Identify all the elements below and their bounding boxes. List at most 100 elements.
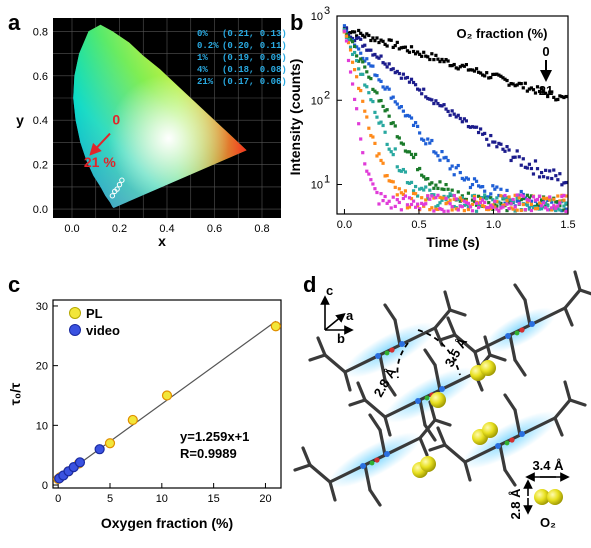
- decay-point: [418, 131, 422, 135]
- decay-point: [452, 197, 456, 201]
- cie-ytick: 0.4: [33, 115, 48, 127]
- decay-point: [523, 81, 527, 85]
- contact-dashed-1: [396, 342, 409, 379]
- decay-point: [481, 132, 485, 136]
- boron-atom: [384, 350, 390, 356]
- molecule-bond: [323, 353, 347, 374]
- cie-chart: 0.0 0.2 0.4 0.6 0.8 0.0 0.2 0.4 0.6 0.8 0 21 % 0%…: [16, 18, 287, 249]
- decay-point: [509, 200, 513, 204]
- decay-point: [405, 75, 410, 80]
- decay-point: [381, 123, 385, 128]
- decay-point: [491, 72, 495, 77]
- decay-point: [554, 208, 558, 212]
- boron-atom: [369, 460, 375, 466]
- decay-point: [403, 194, 408, 198]
- decay-point: [470, 182, 475, 187]
- decay-point: [365, 169, 369, 173]
- decay-point: [523, 207, 527, 212]
- decay-point: [348, 35, 353, 39]
- decay-point: [383, 174, 387, 178]
- cie-arrow-end-label: 21 %: [84, 154, 116, 170]
- decay-point: [562, 204, 566, 208]
- decay-point: [350, 40, 355, 44]
- decay-point: [434, 151, 438, 155]
- decay-point: [495, 72, 499, 76]
- decay-point: [383, 194, 387, 199]
- decay-point: [460, 176, 464, 181]
- decay-point: [501, 76, 505, 80]
- cie-table-xy: (0.19, 0.09): [222, 53, 287, 63]
- decay-point: [454, 166, 458, 170]
- molecule-bond: [448, 308, 467, 317]
- decay-point: [462, 64, 466, 68]
- decay-point: [515, 199, 519, 203]
- decay-point: [546, 176, 550, 180]
- panel-label-d: d: [303, 272, 316, 297]
- decay-ylabel: Intensity (counts): [287, 59, 303, 176]
- decay-point: [395, 40, 399, 44]
- cie-point: [112, 188, 118, 195]
- decay-point: [391, 67, 395, 71]
- cie-arrow: [89, 132, 111, 156]
- decay-point: [411, 191, 416, 196]
- molecule-bond: [418, 398, 427, 427]
- decay-point: [432, 150, 436, 154]
- decay-point: [371, 64, 375, 68]
- decay-point: [440, 207, 444, 212]
- decay-point: [391, 121, 395, 125]
- decay-point: [399, 141, 403, 145]
- decay-point: [355, 34, 359, 38]
- decay-point: [503, 201, 507, 205]
- decay-point: [424, 95, 428, 99]
- molecule-bond: [418, 418, 437, 440]
- decay-point: [560, 183, 564, 187]
- molecule-bond: [423, 423, 437, 442]
- decay-point: [493, 205, 497, 209]
- decay-point: [416, 168, 420, 172]
- decay-point: [525, 200, 529, 204]
- decay-point: [369, 98, 373, 102]
- decay-point: [393, 100, 397, 104]
- decay-point: [395, 193, 399, 197]
- decay-point: [487, 201, 491, 205]
- decay-point: [357, 28, 361, 33]
- decay-point: [450, 208, 454, 212]
- nitrogen-atom: [415, 398, 421, 404]
- decay-point: [430, 206, 434, 210]
- decay-point: [511, 207, 515, 211]
- decay-point: [399, 208, 403, 212]
- decay-point: [442, 60, 446, 64]
- decay-point: [420, 92, 424, 96]
- decay-point: [517, 200, 521, 204]
- decay-point: [550, 200, 554, 204]
- decay-point: [450, 205, 454, 209]
- decay-point: [365, 32, 369, 36]
- decay-point: [550, 198, 554, 202]
- panel-label-b: b: [290, 10, 303, 35]
- decay-point: [401, 109, 405, 113]
- decay-point: [460, 196, 464, 200]
- decay-point: [407, 80, 412, 84]
- decay-point: [413, 205, 418, 209]
- decay-point: [558, 204, 562, 208]
- decay-point: [493, 202, 497, 206]
- boron-atom: [514, 330, 520, 336]
- decay-point: [434, 207, 438, 211]
- decay-point: [529, 86, 534, 90]
- cie-ytick: 0.0: [33, 204, 48, 216]
- decay-xtick: 1.5: [560, 219, 575, 231]
- decay-point: [371, 135, 375, 139]
- decay-point: [546, 196, 550, 200]
- decay-point: [399, 76, 403, 80]
- decay-point: [357, 67, 361, 71]
- decay-point: [375, 190, 379, 195]
- decay-point: [527, 87, 531, 91]
- molecule-bond: [293, 463, 312, 472]
- nitrogen-atom: [519, 431, 525, 437]
- decay-point: [385, 65, 389, 69]
- decay-point: [466, 124, 471, 129]
- decay-point: [489, 203, 493, 207]
- decay-point: [387, 199, 391, 203]
- decay-point: [383, 109, 387, 113]
